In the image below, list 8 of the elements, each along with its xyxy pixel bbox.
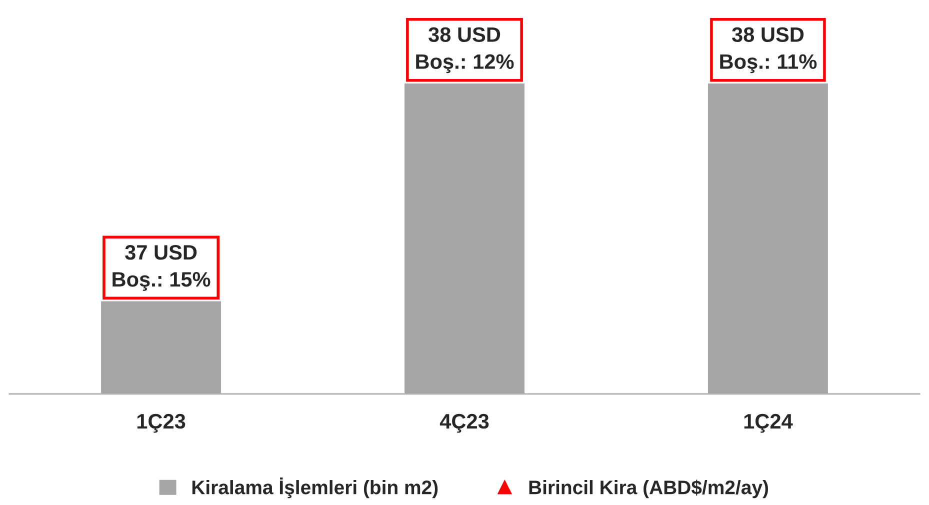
annotation: 38 USD Boş.: 12% [416,27,514,74]
x-tick-label: 4Ç23 [440,414,489,433]
x-tick-label: 1Ç24 [744,414,793,433]
annotation: 38 USD Boş.: 11% [720,27,817,74]
legend-label: Kiralama İşlemleri (bin m2) [192,478,438,498]
annotation: 37 USD Boş.: 15% [112,245,210,291]
legend-label: Birincil Kira (ABD$/m2/ay) [529,480,768,498]
x-tick-label: 1Ç23 [137,414,186,433]
